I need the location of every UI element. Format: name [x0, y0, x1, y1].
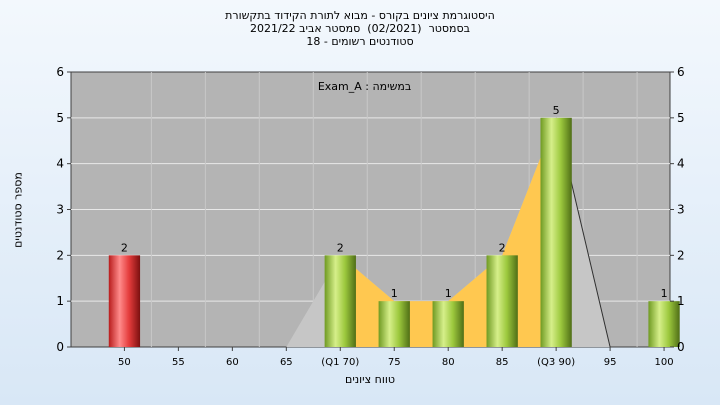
- bar-10: [648, 301, 680, 347]
- y-tick-label-left-2: 2: [56, 248, 64, 262]
- x-tick-label-9: 95: [604, 357, 617, 368]
- x-tick-label-5: 75: [388, 357, 401, 368]
- bar-8: [540, 117, 572, 347]
- x-tick-label-3: 65: [280, 357, 293, 368]
- bar-7: [486, 255, 518, 347]
- bar-value-label-5: 1: [391, 287, 398, 300]
- y-tick-label-right-1: 1: [677, 294, 685, 308]
- y-tick-label-left-6: 6: [56, 65, 64, 79]
- x-tick-label-6: 80: [442, 357, 455, 368]
- y-tick-label-left-0: 0: [56, 340, 64, 354]
- task-annotation: Exam_A : במשימה: [318, 80, 411, 93]
- bar-value-label-0: 2: [121, 241, 128, 254]
- x-tick-label-10: 100: [655, 357, 674, 368]
- x-tick-label-4: (Q1 70): [321, 357, 359, 368]
- x-tick-label-0: 50: [118, 357, 131, 368]
- bar-value-label-8: 5: [553, 104, 560, 117]
- bar-value-label-6: 1: [445, 287, 452, 300]
- bar-value-label-4: 2: [337, 241, 344, 254]
- y-tick-label-right-5: 5: [677, 111, 685, 125]
- y-tick-label-left-3: 3: [56, 203, 64, 217]
- bar-6: [432, 301, 464, 347]
- y-tick-label-right-6: 6: [677, 65, 685, 79]
- bar-4: [324, 255, 356, 347]
- chart-title-line-1: היסטוגרמת ציונים בקורס - מבוא לתורת הקיד…: [225, 9, 495, 22]
- chart-title-line-2: בסמסטר (02/2021) סמסטר אביב 2021/22: [249, 22, 471, 35]
- bar-5: [378, 301, 410, 347]
- y-tick-label-right-0: 0: [677, 340, 685, 354]
- bar-0: [108, 255, 141, 347]
- x-tick-label-7: 85: [496, 357, 509, 368]
- x-axis-label: טווח ציונים: [345, 373, 395, 386]
- y-tick-label-left-1: 1: [56, 294, 64, 308]
- chart-header: היסטוגרמת ציונים בקורס - מבוא לתורת הקיד…: [0, 9, 720, 48]
- y-tick-label-right-4: 4: [677, 157, 685, 171]
- y-tick-label-left-4: 4: [56, 157, 64, 171]
- bar-value-label-7: 2: [499, 241, 506, 254]
- y-tick-label-right-2: 2: [677, 248, 685, 262]
- y-tick-label-right-3: 3: [677, 203, 685, 217]
- y-tick-label-left-5: 5: [56, 111, 64, 125]
- x-tick-label-1: 55: [172, 357, 185, 368]
- x-tick-label-8: (Q3 90): [537, 357, 575, 368]
- x-tick-label-2: 60: [226, 357, 239, 368]
- chart-title-line-3: סטודנטים רשומים - 18: [306, 35, 414, 48]
- y-axis-label: מספר סטודנטים: [11, 172, 25, 248]
- bar-value-label-10: 1: [661, 287, 668, 300]
